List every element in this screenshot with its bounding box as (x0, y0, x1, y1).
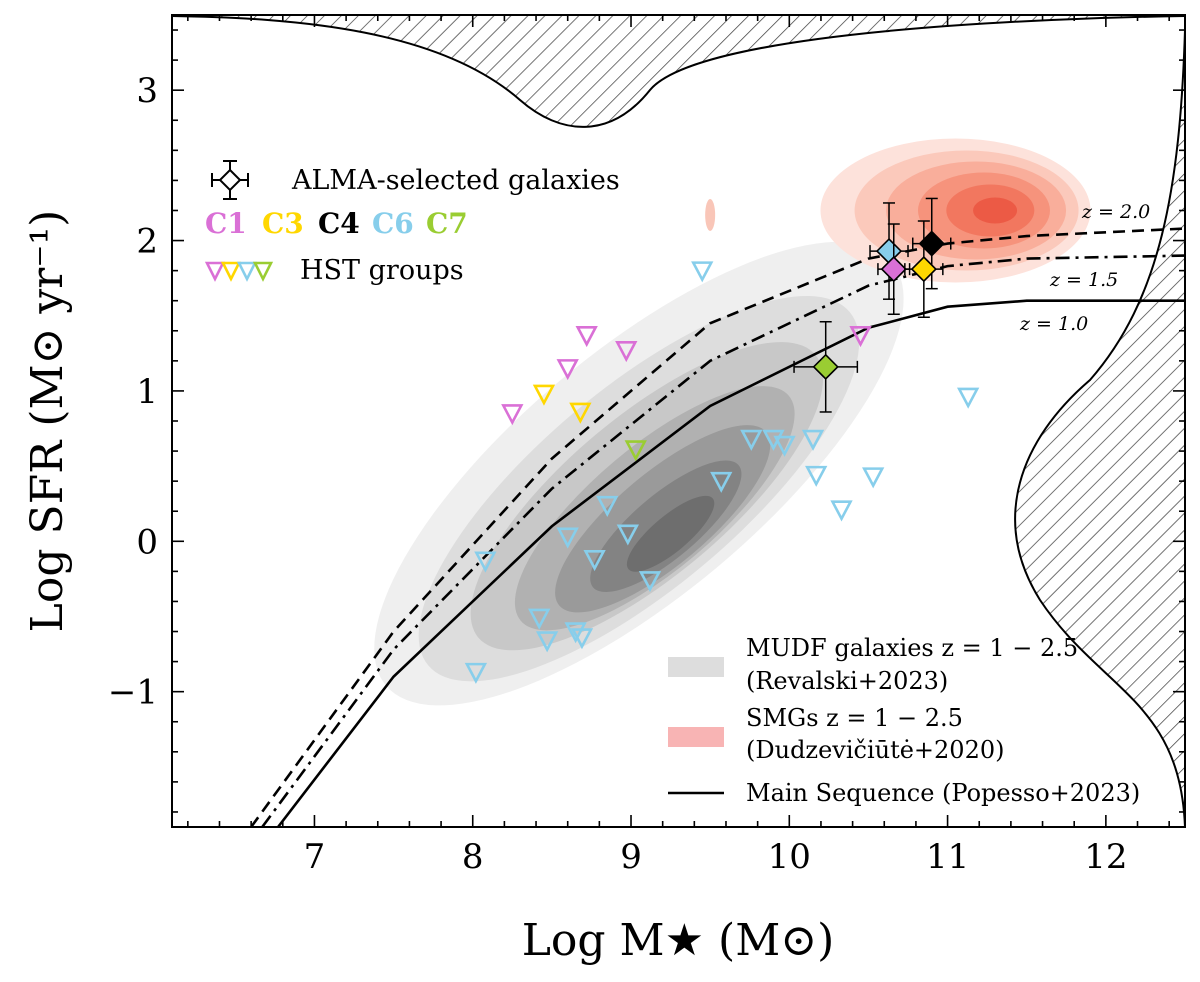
alma-point-c3 (904, 220, 944, 318)
ms-curve-1 (261, 254, 1185, 827)
legend-cluster-c1: C1 (205, 207, 247, 240)
hst-point-c6 (773, 435, 796, 457)
hst-group-points (464, 261, 980, 684)
y-tick-label: 1 (136, 372, 158, 412)
hst-point-c1 (849, 325, 872, 348)
y-tick-label: 3 (136, 71, 158, 111)
hst-point-c6 (583, 550, 606, 572)
legend-smg-text-1: SMGs z = 1 − 2.5 (746, 704, 963, 732)
legend-top: ALMA-selected galaxies C1 C3 C4 C6 C7 HS… (204, 160, 620, 286)
curve-label-z1: z = 1.0 (1019, 313, 1088, 335)
ms-curve-0 (277, 299, 1185, 827)
right-boundary-line (1014, 29, 1185, 827)
legend-cluster-c6: C6 (372, 207, 414, 240)
hst-point-c6 (830, 500, 853, 522)
legend-hst-markers (204, 261, 274, 282)
legend-smg-swatch (668, 727, 724, 747)
mudf-contour-level (626, 495, 715, 572)
hst-point-c6 (535, 631, 559, 653)
smg-contour-spike (705, 198, 716, 231)
legend-cluster-c7: C7 (426, 207, 468, 240)
hst-point-c6 (801, 429, 825, 451)
hst-point-c3 (569, 402, 592, 424)
legend-mudf-text-2: (Revalski+2023) (746, 667, 948, 695)
hst-point-c6 (570, 628, 594, 650)
legend-ms-text: Main Sequence (Popesso+2023) (746, 779, 1140, 807)
legend-smg-text-2: (Dudzevičiūtė+2020) (746, 736, 1004, 764)
hst-point-c6 (596, 495, 619, 517)
x-tick-label: 8 (462, 837, 484, 877)
hst-point-c6 (638, 571, 662, 593)
y-axis-label: Log SFR (M⊙ yr⁻¹) (22, 210, 73, 633)
hst-point-c6 (956, 387, 980, 409)
x-tick-label: 7 (304, 837, 326, 877)
hst-point-c6 (862, 467, 885, 489)
hst-point-c6 (740, 429, 763, 451)
y-tick-label: −1 (108, 673, 158, 713)
hst-point-c1 (615, 341, 638, 363)
main-sequence-curves (250, 227, 1185, 827)
hst-point-c6 (556, 527, 579, 549)
hst-point-c6 (564, 622, 587, 644)
hst-point-c6 (616, 524, 640, 546)
hst-point-c1 (501, 404, 524, 426)
hst-point-c6 (805, 465, 828, 487)
plot-area (172, 15, 1185, 827)
upper-boundary-line (172, 15, 1185, 128)
x-tick-label: 11 (926, 837, 969, 877)
legend-cluster-c3: C3 (262, 207, 304, 240)
legend-bottom: MUDF galaxies z = 1 − 2.5 (Revalski+2023… (668, 634, 1140, 807)
x-tick-label: 10 (768, 837, 811, 877)
hst-point-c1 (556, 359, 579, 381)
smg-contour-level (973, 197, 1018, 224)
curve-label-z15: z = 1.5 (1049, 269, 1118, 291)
x-tick-label: 9 (620, 837, 642, 877)
hst-point-c7 (624, 440, 647, 462)
hst-point-c6 (691, 261, 714, 283)
hst-point-c1 (575, 325, 598, 348)
alma-galaxy-points (793, 197, 952, 413)
excluded-regions (172, 15, 1185, 827)
legend-hst-text: HST groups (300, 255, 464, 286)
x-tick-label: 12 (1084, 837, 1127, 877)
right-excluded-region (1015, 30, 1185, 827)
legend-mudf-swatch (668, 657, 724, 677)
ms-curve-2 (250, 227, 1185, 827)
legend-cluster-c4: C4 (318, 207, 360, 240)
curve-labels: z = 2.0 z = 1.5 z = 1.0 (1019, 201, 1150, 335)
legend-alma-marker (211, 160, 249, 200)
hst-point-c6 (528, 608, 551, 630)
legend-mudf-text-1: MUDF galaxies z = 1 − 2.5 (746, 634, 1078, 662)
hst-point-c6 (464, 662, 488, 684)
y-tick-label: 2 (136, 222, 158, 262)
x-axis-label: Log M★ (M⊙) (522, 915, 835, 966)
curve-label-z2: z = 2.0 (1081, 201, 1150, 223)
alma-point-c7 (793, 321, 859, 413)
y-tick-label: 0 (136, 522, 158, 562)
hst-point-c6 (474, 551, 497, 573)
hst-point-c3 (532, 384, 556, 406)
legend-alma-text: ALMA-selected galaxies (291, 165, 620, 196)
legend-cluster-labels: C1 C3 C4 C6 C7 (205, 207, 468, 240)
hst-point-c6 (710, 471, 733, 493)
